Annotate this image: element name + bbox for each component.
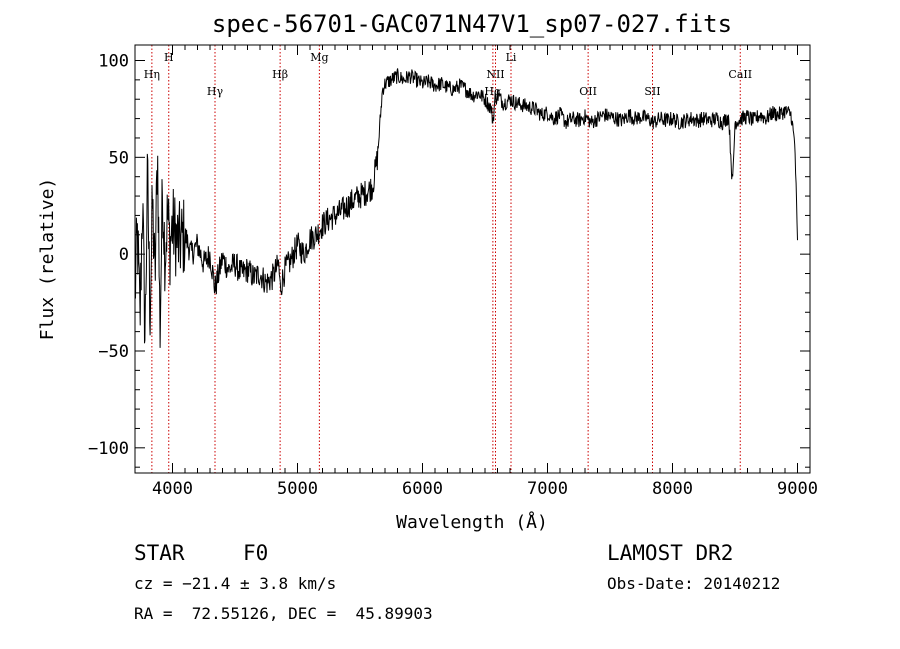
line-marker-label-2: Hγ	[207, 85, 224, 98]
line-marker-label-8: OII	[579, 85, 597, 98]
x-tick-label-8000: 8000	[652, 479, 693, 499]
y-tick-label-50: 50	[109, 148, 129, 168]
y-tick-label--100: −100	[88, 439, 129, 459]
line-marker-label-3: Hβ	[272, 68, 288, 81]
line-marker-label-6: Hα	[484, 85, 502, 98]
x-axis-label: Wavelength (Å)	[396, 511, 548, 533]
line-marker-label-7: Li	[506, 51, 517, 64]
spectrum-line-0	[134, 68, 798, 348]
line-marker-label-10: CaII	[728, 68, 752, 81]
line-marker-label-0: Hη	[144, 68, 160, 81]
chart-title: spec-56701-GAC071N47V1_sp07-027.fits	[212, 10, 732, 38]
obs-date-text: Obs-Date: 20140212	[607, 574, 781, 593]
spectrum-series	[134, 68, 798, 348]
line-marker-label-9: SII	[644, 85, 660, 98]
subclass-label: F0	[243, 541, 269, 565]
axis-ticks	[135, 45, 810, 473]
x-tick-label-5000: 5000	[277, 479, 318, 499]
redshift-text: cz = −21.4 ± 3.8 km/s	[134, 574, 337, 593]
x-tick-label-9000: 9000	[777, 479, 818, 499]
coordinates-text: RA = 72.55126, DEC = 45.89903	[134, 604, 433, 623]
line-marker-label-4: Mg	[310, 51, 328, 64]
y-tick-label--50: −50	[98, 342, 129, 362]
y-axis-label: Flux (relative)	[37, 178, 58, 341]
line-marker-label-5: NII	[486, 68, 504, 81]
line-marker-label-1: H	[164, 51, 174, 64]
y-tick-label-100: 100	[98, 51, 129, 71]
class-label: STAR	[134, 541, 185, 565]
axis-tick-labels: 4000 5000 6000 7000 8000 9000 −100 −50 0 50 100	[88, 51, 818, 499]
y-tick-label-0: 0	[119, 245, 129, 265]
spectral-line-markers: Hη H Hγ Hβ Mg NII Hα Li OII SII CaII	[144, 45, 752, 473]
survey-label: LAMOST DR2	[607, 541, 734, 565]
x-tick-label-4000: 4000	[152, 479, 193, 499]
x-tick-label-7000: 7000	[527, 479, 568, 499]
x-tick-label-6000: 6000	[402, 479, 443, 499]
